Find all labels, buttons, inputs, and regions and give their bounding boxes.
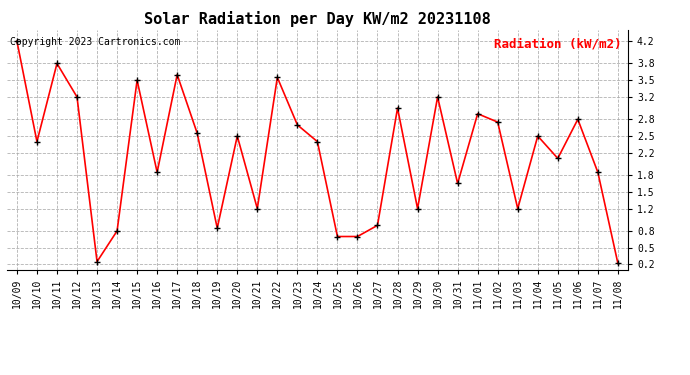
Text: Copyright 2023 Cartronics.com: Copyright 2023 Cartronics.com xyxy=(10,37,180,47)
Title: Solar Radiation per Day KW/m2 20231108: Solar Radiation per Day KW/m2 20231108 xyxy=(144,12,491,27)
Text: Radiation (kW/m2): Radiation (kW/m2) xyxy=(494,37,622,50)
